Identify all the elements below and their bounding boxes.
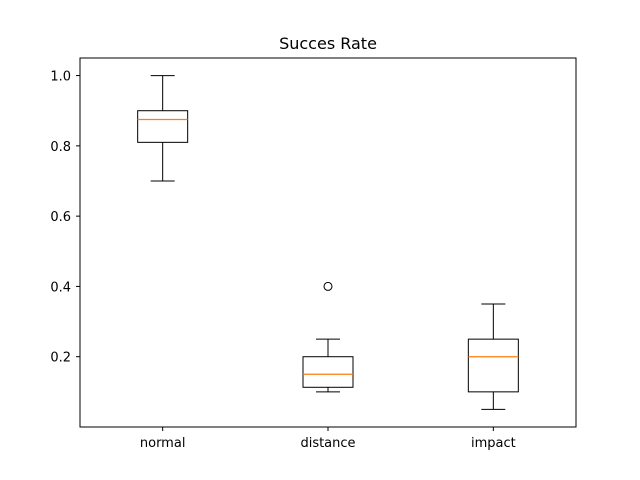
x-tick-label: impact: [471, 436, 516, 451]
x-tick-label: distance: [300, 436, 355, 451]
axes-frame: [79, 57, 577, 428]
y-tick-label: 0.8: [50, 140, 71, 155]
box-impact: [467, 338, 519, 393]
y-tick-label: 0.4: [50, 280, 71, 295]
y-tick-label: 1.0: [50, 70, 71, 85]
chart-title: Succes Rate: [279, 34, 377, 53]
plot-area: 0.2 0.4 0.6 0.8 1.0 normal distance impact: [50, 57, 577, 451]
box-distance: [302, 356, 354, 388]
box-normal: [137, 110, 189, 143]
x-tick-label: normal: [140, 436, 186, 451]
y-tick-label: 0.6: [50, 210, 71, 225]
outlier-point: [323, 281, 333, 291]
y-tick-label: 0.2: [50, 351, 71, 366]
